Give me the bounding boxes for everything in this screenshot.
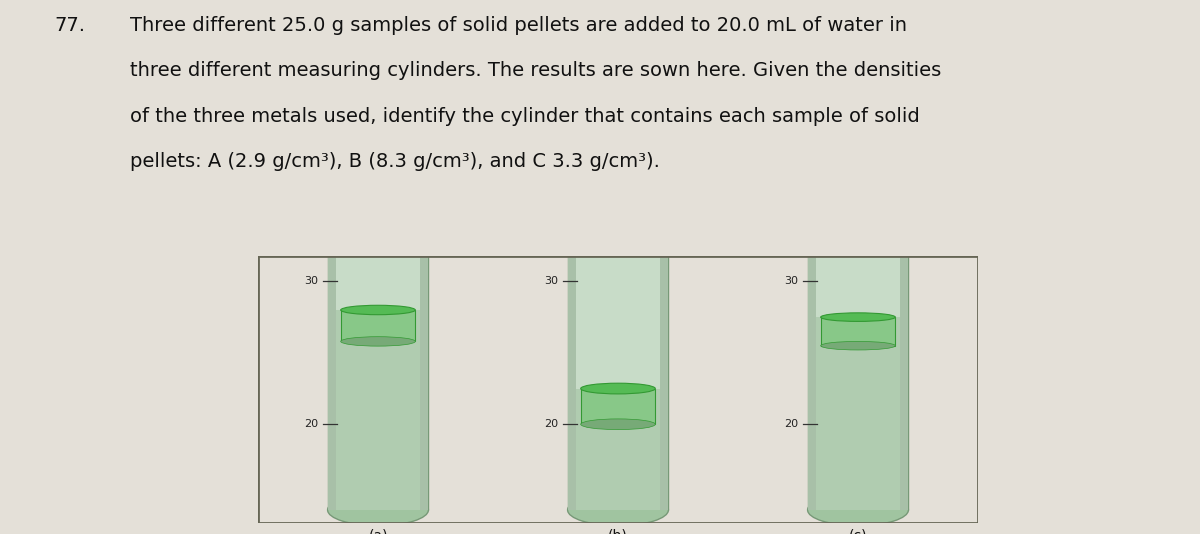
Bar (568, 224, 576, 510)
Text: (a): (a) (368, 529, 388, 534)
Text: (c): (c) (848, 529, 868, 534)
Ellipse shape (581, 383, 655, 394)
Bar (328, 224, 428, 510)
Bar (660, 224, 668, 510)
Text: 20: 20 (544, 419, 558, 429)
Bar (581, 389, 655, 424)
Bar (341, 310, 415, 341)
Bar (420, 224, 428, 510)
Bar (808, 224, 816, 510)
Text: 77.: 77. (54, 16, 85, 35)
Ellipse shape (581, 419, 655, 430)
Text: 20: 20 (304, 419, 318, 429)
Bar (328, 224, 336, 510)
Bar (576, 389, 660, 510)
Text: 20: 20 (784, 419, 798, 429)
Text: Three different 25.0 g samples of solid pellets are added to 20.0 mL of water in: Three different 25.0 g samples of solid … (130, 16, 907, 35)
Text: 30: 30 (784, 277, 798, 286)
Bar (808, 224, 908, 510)
Bar (568, 224, 668, 510)
Ellipse shape (341, 337, 415, 346)
Ellipse shape (328, 494, 428, 525)
Bar (821, 317, 895, 345)
Text: three different measuring cylinders. The results are sown here. Given the densit: three different measuring cylinders. The… (130, 61, 941, 81)
Ellipse shape (568, 494, 668, 525)
Ellipse shape (808, 494, 908, 525)
Ellipse shape (821, 341, 895, 350)
Text: 30: 30 (304, 277, 318, 286)
Text: pellets: A (2.9 g/cm³), B (8.3 g/cm³), and C 3.3 g/cm³).: pellets: A (2.9 g/cm³), B (8.3 g/cm³), a… (130, 152, 660, 171)
Text: (b): (b) (608, 529, 628, 534)
Bar (336, 310, 420, 510)
Ellipse shape (341, 305, 415, 315)
Bar (816, 317, 900, 510)
Ellipse shape (821, 313, 895, 321)
Text: of the three metals used, identify the cylinder that contains each sample of sol: of the three metals used, identify the c… (130, 107, 919, 126)
Text: 30: 30 (544, 277, 558, 286)
Bar (900, 224, 908, 510)
